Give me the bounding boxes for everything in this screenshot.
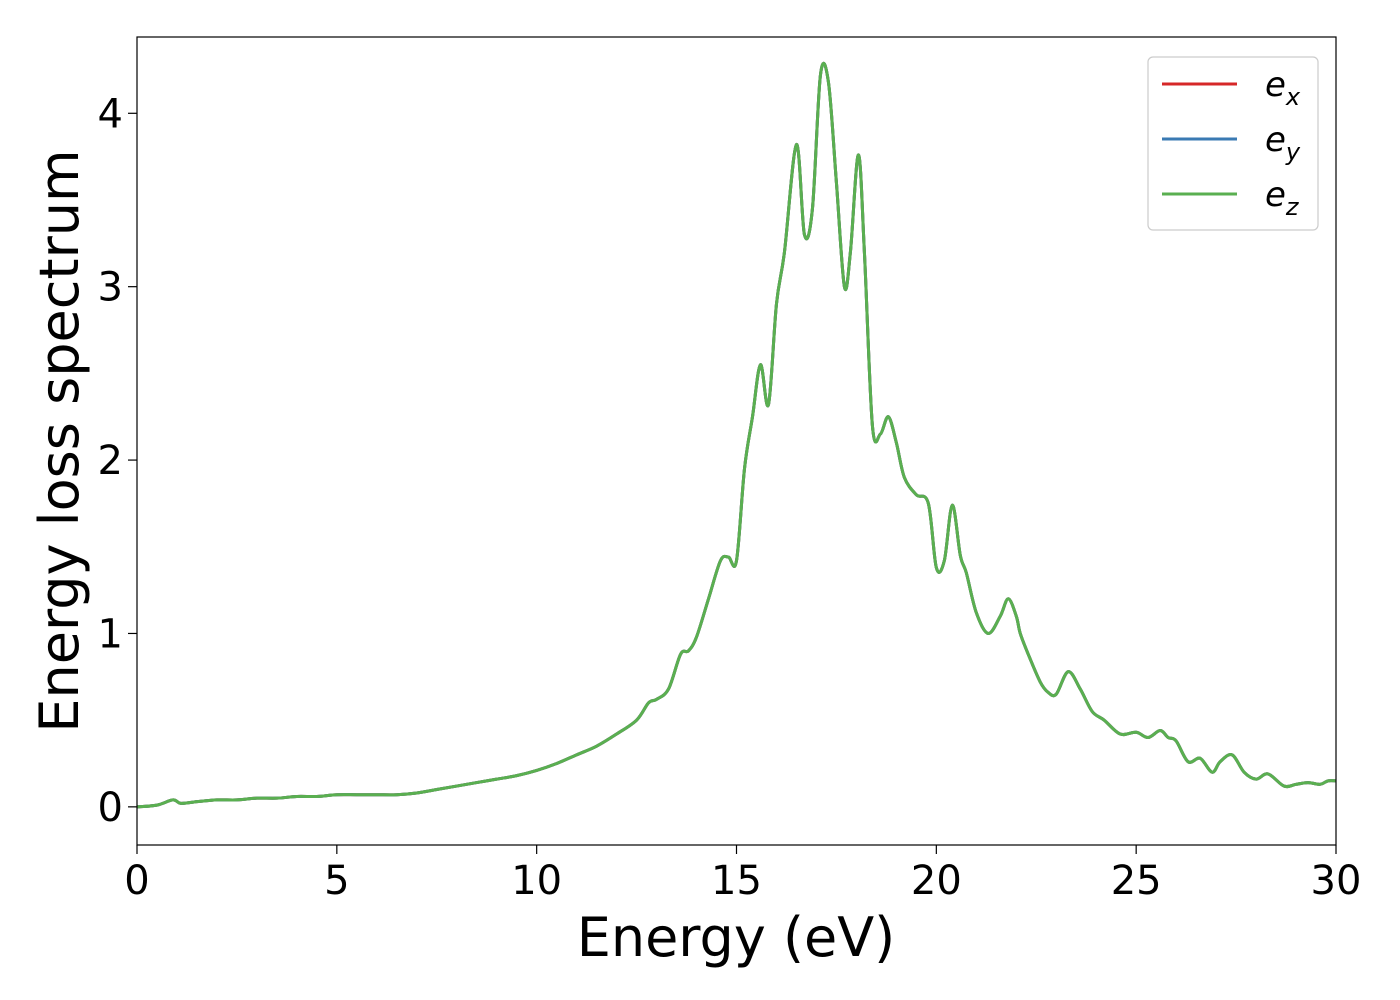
y-tick-label: 2 <box>98 438 123 484</box>
legend-box <box>1147 56 1319 231</box>
x-tick-label: 25 <box>1111 858 1162 904</box>
x-axis-title: Energy (eV) <box>577 906 896 969</box>
y-tick-label: 0 <box>98 785 123 831</box>
legend-label-z: ez <box>1265 175 1300 221</box>
series-line-z <box>137 61 1336 809</box>
y-tick-label: 3 <box>98 265 123 311</box>
legend-label-y: ey <box>1265 120 1301 166</box>
y-axis: 0 1 2 3 4 <box>98 91 137 831</box>
legend-label-x: ex <box>1265 65 1301 111</box>
series-layer <box>137 61 1336 809</box>
x-axis: 0 5 10 15 20 25 30 <box>124 845 1361 904</box>
x-tick-label: 15 <box>711 858 762 904</box>
y-tick-label: 4 <box>98 91 123 137</box>
y-tick-label: 1 <box>98 611 123 657</box>
x-tick-label: 30 <box>1311 858 1362 904</box>
x-tick-label: 5 <box>324 858 349 904</box>
legend: ex ey ez <box>1147 56 1319 231</box>
y-axis-title: Energy loss spectrum <box>28 149 91 732</box>
x-tick-label: 20 <box>911 858 962 904</box>
x-tick-label: 10 <box>511 858 562 904</box>
x-tick-label: 0 <box>124 858 149 904</box>
